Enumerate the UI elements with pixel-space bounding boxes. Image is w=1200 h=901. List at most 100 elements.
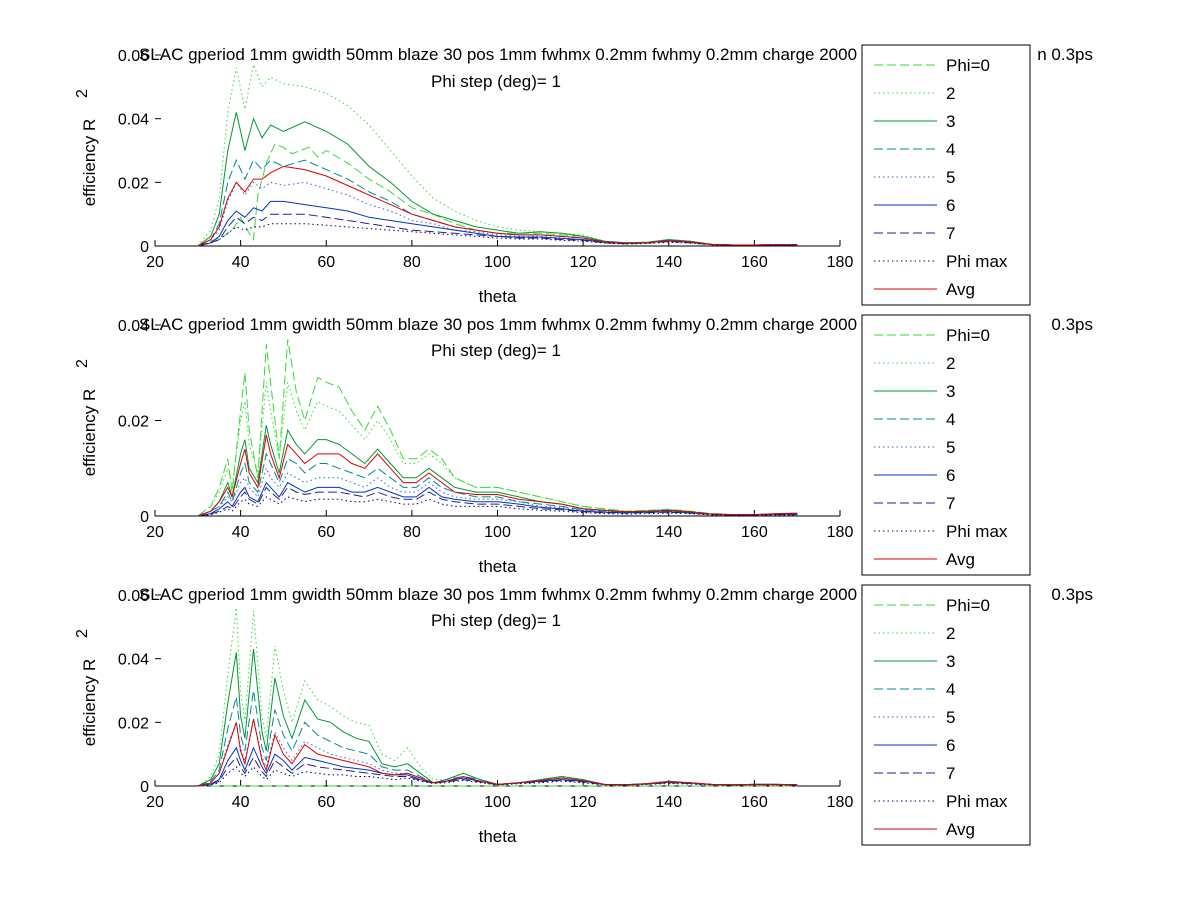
legend-entry: 7 [946, 224, 955, 243]
chart-subtitle: Phi step (deg)= 1 [431, 341, 561, 360]
legend-entry: 6 [946, 196, 955, 215]
legend-entry: Phi max [946, 522, 1008, 541]
series-line-8 [197, 165, 798, 247]
subplot-0: SLAC gperiod 1mm gwidth 50mm blaze 30 po… [74, 44, 1093, 306]
y-axis-label-group: efficiency R 2 [74, 629, 99, 746]
chart-title-tail: 0.3ps [1051, 585, 1093, 604]
x-axis-label: theta [479, 287, 517, 306]
legend-box [861, 314, 1031, 576]
legend-entry: 3 [946, 652, 955, 671]
legend-box [861, 44, 1031, 306]
legend-entry: 4 [946, 680, 955, 699]
x-tick-label: 60 [317, 794, 335, 811]
legend-entry: 3 [946, 382, 955, 401]
x-axis-label: theta [479, 557, 517, 576]
y-tick-label: 0.06 [118, 588, 149, 605]
series-line-7 [197, 223, 798, 247]
legend-entry: Avg [946, 820, 975, 839]
y-axis-label: efficiency R [80, 389, 99, 477]
x-tick-label: 60 [317, 524, 335, 541]
x-tick-label: 120 [570, 794, 597, 811]
series-line-0 [197, 339, 798, 517]
x-tick-label: 60 [317, 254, 335, 271]
x-tick-label: 160 [741, 794, 768, 811]
legend-entry: Avg [946, 550, 975, 569]
y-tick-label: 0.04 [118, 318, 149, 335]
x-tick-label: 180 [827, 254, 854, 271]
legend-entry: Phi max [946, 792, 1008, 811]
y-tick-label: 0.02 [118, 175, 149, 192]
y-tick-label: 0.06 [118, 48, 149, 65]
chart-subtitle: Phi step (deg)= 1 [431, 611, 561, 630]
legend: Phi=0 2 3 4 5 6 7 Phi max Avg [861, 314, 1031, 576]
x-tick-label: 100 [484, 524, 511, 541]
y-axis-label: efficiency R [80, 659, 99, 747]
legend-entry: Phi=0 [946, 326, 990, 345]
series-line-7 [197, 766, 798, 787]
y-axis-label-superscript: 2 [74, 359, 91, 368]
chart-title-tail: n 0.3ps [1037, 45, 1093, 64]
chart-title: SLAC gperiod 1mm gwidth 50mm blaze 30 po… [139, 315, 857, 334]
series-line-4 [197, 181, 798, 247]
legend-entry: 5 [946, 708, 955, 727]
series-line-3 [197, 452, 798, 517]
x-tick-label: 40 [232, 254, 250, 271]
series-line-1 [197, 62, 798, 247]
legend-entry: 2 [946, 624, 955, 643]
y-axis-label-group: efficiency R 2 [74, 89, 99, 206]
x-tick-label: 100 [484, 254, 511, 271]
y-axis-label: efficiency R [80, 119, 99, 207]
legend-entry: Phi max [946, 252, 1008, 271]
series-line-8 [197, 718, 798, 787]
legend-entry: 6 [946, 466, 955, 485]
x-tick-label: 140 [655, 524, 682, 541]
y-axis-label-group: efficiency R 2 [74, 359, 99, 476]
y-tick-label: 0.02 [118, 414, 149, 431]
legend-entry: 4 [946, 140, 955, 159]
y-tick-label: 0.04 [118, 652, 149, 669]
x-tick-label: 40 [232, 524, 250, 541]
x-tick-label: 160 [741, 524, 768, 541]
legend-entry: 2 [946, 354, 955, 373]
legend-entry: 5 [946, 168, 955, 187]
chart-title: SLAC gperiod 1mm gwidth 50mm blaze 30 po… [139, 45, 857, 64]
x-tick-label: 140 [655, 794, 682, 811]
x-tick-label: 100 [484, 794, 511, 811]
chart-title-tail: 0.3ps [1051, 315, 1093, 334]
y-tick-label: 0.02 [118, 715, 149, 732]
x-tick-label: 180 [827, 794, 854, 811]
y-tick-label: 0 [140, 509, 149, 526]
subplot-2: SLAC gperiod 1mm gwidth 50mm blaze 30 po… [74, 584, 1093, 846]
series-line-1 [197, 382, 798, 517]
legend-entry: Avg [946, 280, 975, 299]
x-tick-label: 160 [741, 254, 768, 271]
y-axis-label-superscript: 2 [74, 89, 91, 98]
legend-entry: Phi=0 [946, 56, 990, 75]
chart-subtitle: Phi step (deg)= 1 [431, 72, 561, 91]
legend-entry: 7 [946, 764, 955, 783]
x-tick-label: 20 [146, 524, 164, 541]
x-tick-label: 120 [570, 524, 597, 541]
y-axis-label-superscript: 2 [74, 629, 91, 638]
x-tick-label: 20 [146, 794, 164, 811]
x-tick-label: 120 [570, 254, 597, 271]
series-line-7 [197, 496, 798, 517]
x-tick-label: 140 [655, 254, 682, 271]
subplots: SLAC gperiod 1mm gwidth 50mm blaze 30 po… [74, 44, 1093, 846]
legend-entry: Phi=0 [946, 596, 990, 615]
x-tick-label: 80 [403, 524, 421, 541]
legend-entry: 4 [946, 410, 955, 429]
legend-entry: 6 [946, 736, 955, 755]
x-tick-label: 80 [403, 794, 421, 811]
x-tick-label: 180 [827, 524, 854, 541]
legend: Phi=0 2 3 4 5 6 7 Phi max Avg [861, 44, 1031, 306]
x-tick-label: 80 [403, 254, 421, 271]
x-tick-label: 20 [146, 254, 164, 271]
legend-entry: 2 [946, 84, 955, 103]
series-line-1 [197, 607, 798, 787]
chart-title: SLAC gperiod 1mm gwidth 50mm blaze 30 po… [139, 585, 857, 604]
legend: Phi=0 2 3 4 5 6 7 Phi max Avg [861, 584, 1031, 846]
series-line-2 [197, 112, 798, 247]
series-line-8 [197, 434, 798, 517]
